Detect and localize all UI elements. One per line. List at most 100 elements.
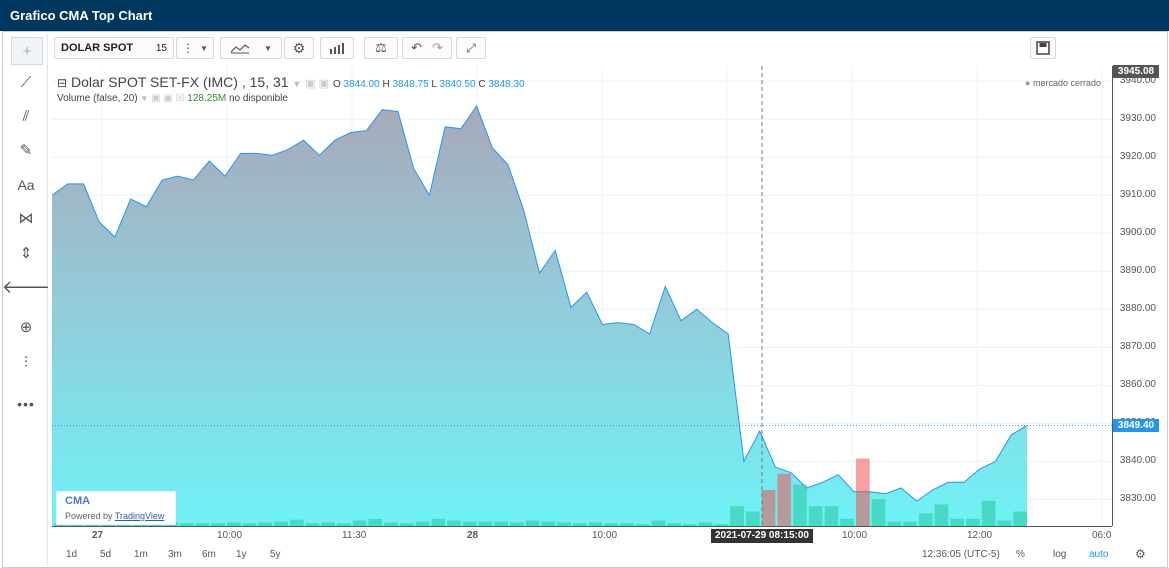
log-toggle[interactable]: log bbox=[1053, 549, 1067, 560]
tradingview-link[interactable]: TradingView bbox=[114, 511, 165, 521]
volume-bar bbox=[447, 520, 461, 526]
undo-icon[interactable]: ↶ bbox=[411, 40, 422, 55]
volume-bar bbox=[211, 523, 225, 526]
open-label: O bbox=[332, 79, 341, 90]
volume-bar bbox=[525, 520, 540, 526]
window-titlebar: Grafico CMA Top Chart bbox=[0, 0, 1169, 31]
bottom-bar: 1d 5d 1m 3m 6m 1y 5y 12:36:05 (UTC-5) % log au… bbox=[52, 546, 1166, 566]
price-tick-label: 3920.00 bbox=[1119, 151, 1156, 163]
more-icon: ••• bbox=[17, 396, 35, 412]
left-drawing-toolbar: + ⟋ ⫽ ✎ Aa ⋈ ⇕ 🡐 ⊕ ⫶ ••• bbox=[2, 33, 50, 566]
redo-icon[interactable]: ↷ bbox=[432, 40, 443, 55]
volume-bar bbox=[510, 522, 524, 526]
price-chart[interactable] bbox=[52, 66, 1112, 526]
volume-status: no disponible bbox=[229, 93, 288, 104]
more-tools[interactable]: ••• bbox=[11, 391, 41, 417]
chevron-down-icon: ▼ bbox=[264, 43, 272, 53]
save-button[interactable] bbox=[1030, 37, 1056, 59]
time-tick-label: 11:30 bbox=[342, 530, 367, 541]
range-button-1y[interactable]: 1y bbox=[236, 549, 247, 560]
volume-bar bbox=[777, 473, 792, 526]
chevron-down-icon[interactable]: ▼ bbox=[140, 94, 149, 103]
top-toolbar: DOLAR SPOT 15 ⋮ ▼ ▼ ⚙ ⚖ ↶ ↷ ⤢ bbox=[50, 33, 1115, 63]
price-tick-label: 3830.00 bbox=[1119, 493, 1156, 505]
time-tick-label: 10:00 bbox=[217, 530, 243, 541]
volume-bar bbox=[242, 523, 257, 526]
price-tick-label: 3880.00 bbox=[1119, 303, 1156, 315]
range-button-3m[interactable]: 3m bbox=[168, 549, 182, 560]
text-tool[interactable]: Aa bbox=[11, 172, 41, 198]
series-title: Dolar SPOT SET-FX (IMC) , 15, 31 bbox=[70, 74, 289, 90]
range-button-6m[interactable]: 6m bbox=[202, 549, 216, 560]
brush-tool[interactable]: ✎ bbox=[11, 137, 41, 163]
price-tick-label: 3910.00 bbox=[1119, 189, 1156, 201]
settings-icon: ⚙ bbox=[292, 39, 306, 56]
series-visibility-icons[interactable]: ▣ ▣ bbox=[305, 78, 330, 90]
zoom-tool[interactable]: ⊕ bbox=[11, 314, 41, 340]
back-tool[interactable]: 🡐 bbox=[2, 274, 50, 300]
percent-toggle[interactable]: % bbox=[1016, 549, 1025, 560]
volume-bar bbox=[431, 518, 446, 526]
chevron-down-icon[interactable]: ▼ bbox=[292, 79, 302, 89]
undo-redo-group: ↶ ↷ bbox=[402, 37, 452, 59]
status-dot-icon: ● bbox=[1025, 78, 1031, 88]
crosshair-tool[interactable]: + bbox=[11, 37, 43, 65]
close-label: C bbox=[478, 79, 486, 90]
low-value: 3840.50 bbox=[439, 79, 476, 90]
volume-label: Volume (false, 20) bbox=[57, 93, 138, 104]
trendline-tool[interactable]: ⟋ bbox=[11, 69, 41, 95]
volume-visibility-icons[interactable]: ▣ ▣ ☒ bbox=[151, 93, 185, 104]
bars-tool[interactable]: ⫶ bbox=[11, 349, 41, 375]
price-tick-label: 3900.00 bbox=[1119, 227, 1156, 239]
price-tick-label: 3870.00 bbox=[1119, 341, 1156, 353]
price-tick-label: 3890.00 bbox=[1119, 265, 1156, 277]
volume-bar bbox=[384, 522, 398, 526]
settings-button[interactable]: ⚙ bbox=[284, 37, 314, 59]
time-tick-label: 27 bbox=[92, 530, 104, 541]
volume-bar bbox=[321, 522, 335, 526]
volume-bar bbox=[368, 518, 383, 526]
fullscreen-button[interactable]: ⤢ bbox=[456, 37, 486, 59]
price-tick-label: 3930.00 bbox=[1119, 113, 1156, 125]
volume-bar bbox=[918, 513, 933, 526]
interval-dropdown[interactable]: ⋮ ▼ bbox=[176, 37, 214, 59]
fullscreen-icon: ⤢ bbox=[466, 40, 476, 55]
volume-bar bbox=[714, 524, 729, 526]
brand-logo: CMA bbox=[65, 495, 91, 507]
price-axis[interactable]: 3940.00 3930.00 3920.00 3910.00 3900.00 3890.… bbox=[1112, 66, 1168, 526]
auto-toggle[interactable]: auto bbox=[1089, 549, 1109, 560]
crosshair-icon: + bbox=[22, 42, 32, 60]
range-button-5d[interactable]: 5d bbox=[100, 549, 112, 560]
text-icon: Aa bbox=[17, 177, 35, 193]
volume-bar bbox=[462, 521, 477, 526]
pattern-tool[interactable]: ⋈ bbox=[11, 205, 41, 231]
pattern-icon: ⋈ bbox=[18, 210, 34, 227]
volume-bar bbox=[1013, 511, 1027, 526]
chart-style-icon bbox=[230, 44, 250, 54]
price-tick-label: 3860.00 bbox=[1119, 379, 1156, 391]
last-price-badge: 3849.40 bbox=[1113, 418, 1159, 432]
symbol-search[interactable]: DOLAR SPOT 15 bbox=[54, 37, 174, 59]
volume-bar bbox=[934, 504, 949, 526]
volume-bar bbox=[887, 521, 902, 526]
range-button-1d[interactable]: 1d bbox=[66, 549, 78, 560]
compare-button[interactable]: ⚖ bbox=[364, 37, 398, 59]
chart-style-button[interactable]: ▼ bbox=[220, 37, 282, 59]
range-button-5y[interactable]: 5y bbox=[270, 549, 281, 560]
volume-bar bbox=[195, 523, 210, 526]
clock: 12:36:05 (UTC-5) bbox=[922, 549, 1000, 560]
volume-bar bbox=[274, 521, 288, 526]
volume-bar bbox=[651, 520, 666, 526]
volume-bar bbox=[415, 521, 430, 526]
arrow-left-icon: 🡐 bbox=[1, 276, 51, 297]
measure-tool[interactable]: ⇕ bbox=[11, 240, 41, 266]
fib-tool[interactable]: ⫽ bbox=[11, 103, 41, 129]
fib-icon: ⫽ bbox=[22, 107, 30, 125]
open-value: 3844.00 bbox=[343, 79, 380, 90]
settings-icon[interactable]: ⚙ bbox=[1135, 547, 1146, 561]
indicators-button[interactable] bbox=[320, 37, 354, 59]
volume-bar bbox=[683, 524, 697, 526]
collapse-icon[interactable]: ⊟ bbox=[57, 76, 68, 90]
range-button-1m[interactable]: 1m bbox=[134, 549, 148, 560]
